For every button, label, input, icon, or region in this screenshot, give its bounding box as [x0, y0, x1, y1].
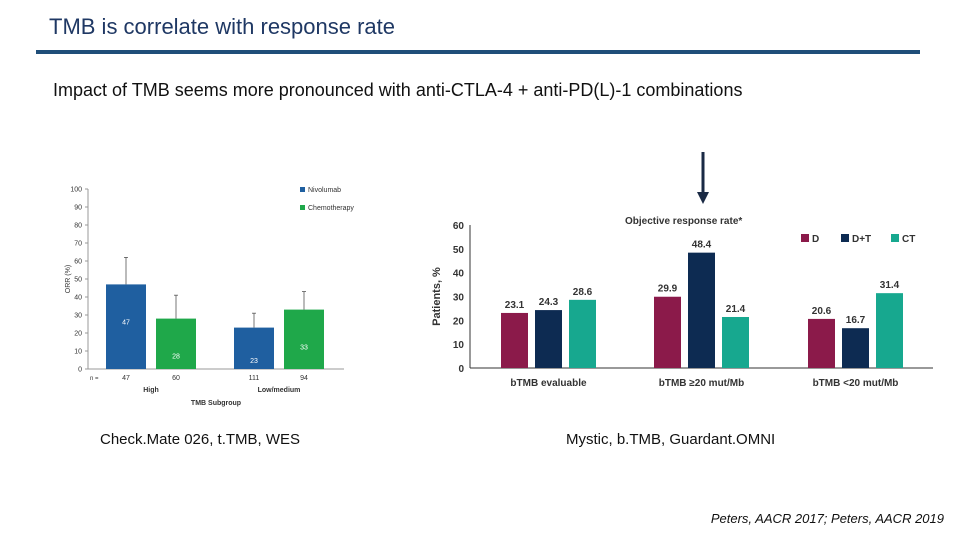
data-label: 28 [172, 354, 180, 361]
slide-subtitle: Impact of TMB seems more pronounced with… [53, 80, 743, 100]
data-label: 48.4 [692, 240, 712, 251]
checkmate-chart: 0 10 20 30 40 50 60 70 80 90 100 ORR (%) 47 47 28 60 Hig… [65, 187, 354, 408]
data-label: 29.9 [658, 284, 678, 295]
y-tick-label: 70 [74, 241, 82, 248]
x-category-label: bTMB evaluable [510, 378, 587, 389]
bar [688, 252, 715, 368]
data-label: 21.4 [726, 304, 746, 315]
data-label: 16.7 [846, 315, 866, 326]
y-tick-label: 0 [458, 364, 464, 375]
y-tick-label: 0 [78, 367, 82, 374]
x-category-label: bTMB <20 mut/Mb [813, 378, 899, 389]
chart-title: Objective response rate* [625, 216, 742, 227]
n-value: 47 [122, 375, 130, 382]
x-category-label: Low/medium [258, 387, 301, 394]
caption-mystic: Mystic, b.TMB, Guardant.OMNI [566, 431, 776, 448]
legend-label: D [812, 234, 819, 245]
y-tick-label: 90 [74, 205, 82, 212]
data-label: 31.4 [880, 280, 900, 291]
y-tick-label: 10 [453, 340, 465, 351]
y-tick-label: 60 [74, 259, 82, 266]
mystic-chart: 0 10 20 30 40 50 60 Patients, % Objective respon… [431, 216, 933, 389]
y-tick-label: 100 [70, 187, 82, 194]
bar [569, 299, 596, 368]
y-tick-label: 50 [453, 245, 465, 256]
y-tick-label: 30 [74, 313, 82, 320]
bar [284, 309, 324, 369]
data-label: 23.1 [505, 300, 525, 311]
bar [501, 312, 528, 368]
y-tick-label: 20 [453, 316, 465, 327]
legend-swatch [801, 234, 809, 242]
bar [654, 296, 681, 368]
legend-swatch [300, 205, 305, 210]
caption-checkmate: Check.Mate 026, t.TMB, WES [100, 431, 301, 448]
bar [106, 284, 146, 369]
data-label: 28.6 [573, 287, 593, 298]
legend-label: CT [902, 234, 915, 245]
y-tick-label: 50 [74, 277, 82, 284]
x-category-label: bTMB ≥20 mut/Mb [659, 378, 744, 389]
legend-swatch [841, 234, 849, 242]
x-category-label: High [143, 387, 159, 394]
bar [876, 293, 903, 368]
slide-title: TMB is correlate with response rate [49, 14, 396, 39]
n-label: n = [90, 376, 99, 382]
data-label: 24.3 [539, 297, 559, 308]
bar [722, 316, 749, 368]
y-tick-label: 30 [453, 293, 465, 304]
n-value: 94 [300, 375, 308, 382]
bar [234, 327, 274, 369]
n-value: 60 [172, 375, 180, 382]
legend-label: Chemotherapy [308, 205, 354, 212]
legend-swatch [300, 187, 305, 192]
data-label: 33 [300, 345, 308, 352]
y-tick-label: 80 [74, 223, 82, 230]
data-label: 23 [250, 358, 258, 365]
y-tick-label: 60 [453, 221, 465, 232]
y-tick-label: 40 [453, 269, 465, 280]
x-axis-label: TMB Subgroup [191, 400, 241, 407]
bar [808, 318, 835, 368]
n-value: 111 [249, 375, 260, 382]
bar [535, 310, 562, 368]
footer-reference: Peters, AACR 2017; Peters, AACR 2019 [710, 511, 944, 526]
y-axis-label: Patients, % [431, 267, 443, 326]
data-label: 47 [122, 319, 130, 326]
y-tick-label: 10 [74, 349, 82, 356]
bar [842, 328, 869, 368]
y-axis-label: ORR (%) [65, 265, 72, 293]
data-label: 20.6 [812, 306, 832, 317]
arrow-down-icon [697, 152, 709, 204]
legend-label: D+T [852, 234, 871, 245]
legend-swatch [891, 234, 899, 242]
y-tick-label: 20 [74, 331, 82, 338]
legend-label: Nivolumab [308, 187, 341, 194]
y-tick-label: 40 [74, 295, 82, 302]
bar [156, 318, 196, 369]
title-rule [36, 50, 920, 54]
